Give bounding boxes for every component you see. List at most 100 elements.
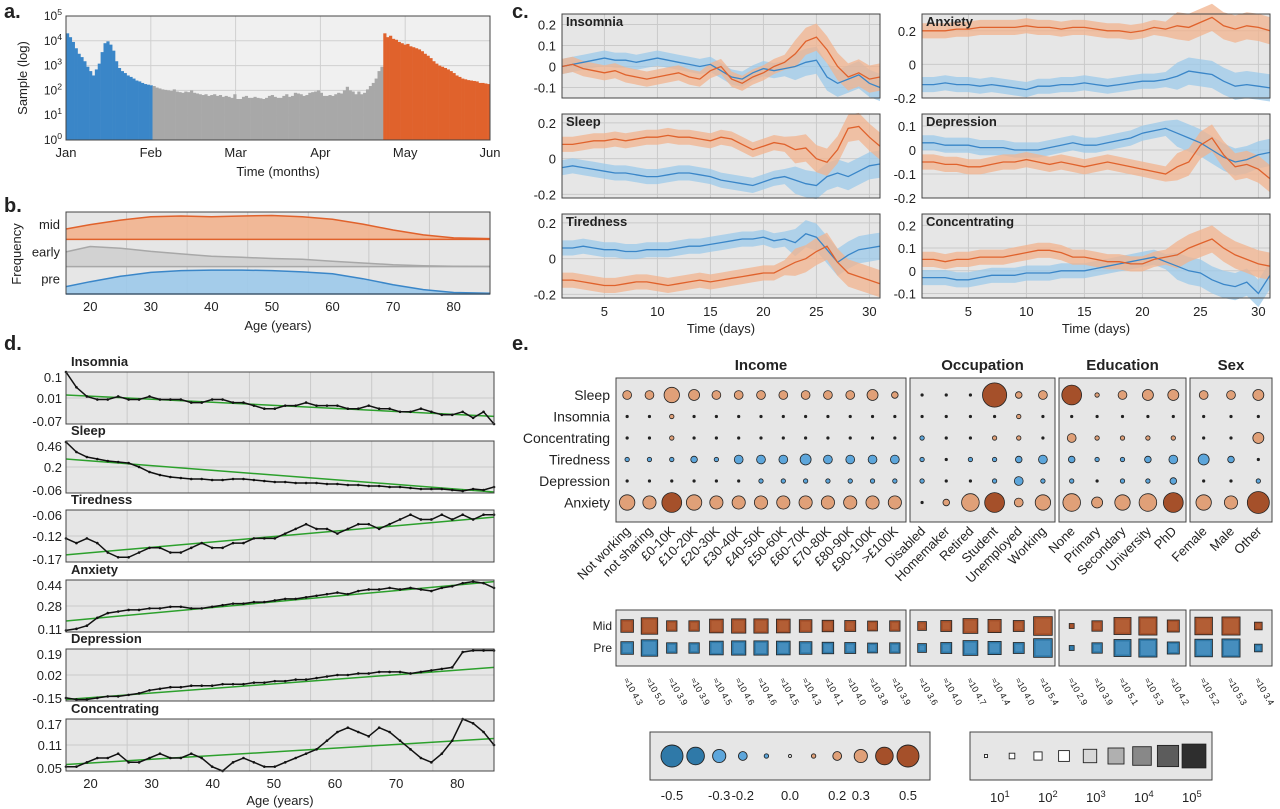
effect-bubble [759, 479, 763, 483]
effect-bubble [1095, 457, 1099, 461]
y-tick-label: 0.11 [38, 738, 62, 753]
data-point [420, 757, 423, 760]
data-point [200, 478, 203, 481]
histogram-bar [450, 71, 453, 140]
histogram-bar [268, 96, 271, 140]
histogram-bar [303, 96, 306, 140]
data-point [284, 532, 287, 535]
data-point [273, 407, 276, 410]
data-point [180, 398, 183, 401]
data-point [190, 607, 193, 610]
effect-bubble [1172, 415, 1174, 417]
data-point [169, 605, 172, 608]
effect-bubble [734, 455, 743, 464]
histogram-bar [75, 48, 78, 140]
sample-size-square-inner [669, 645, 675, 651]
effect-bubble [1224, 496, 1237, 509]
subplot-title: Insomnia [71, 354, 129, 369]
data-point [75, 386, 78, 389]
data-point [399, 739, 402, 742]
data-point [221, 479, 224, 482]
group-title: Education [1086, 357, 1159, 374]
data-point [472, 518, 475, 521]
data-point [388, 587, 391, 590]
effect-bubble [1198, 454, 1209, 465]
data-point [294, 528, 297, 531]
histogram-bar [429, 58, 432, 140]
data-point [148, 395, 151, 398]
data-point [127, 761, 130, 764]
effect-bubble [920, 479, 924, 483]
x-axis-label: Age (years) [244, 318, 311, 333]
data-point [461, 651, 464, 654]
histogram-bar [455, 75, 458, 140]
x-tick-label: 80 [450, 776, 464, 791]
data-point [232, 401, 235, 404]
tick-base: 10 [44, 34, 58, 48]
data-point [180, 686, 183, 689]
data-point [159, 607, 162, 610]
histogram-bar [103, 43, 106, 140]
data-point [409, 410, 412, 413]
histogram-bar [184, 92, 187, 140]
data-point [409, 513, 412, 516]
tick-exponent: 0 [57, 131, 62, 141]
x-tick-label: 50 [267, 776, 281, 791]
x-axis-label: Time (days) [1062, 321, 1130, 336]
legend-bubble [713, 749, 726, 762]
histogram-bar [311, 92, 314, 140]
histogram-bar [406, 44, 409, 140]
histogram-bar [86, 67, 89, 140]
effect-bubble [1118, 391, 1127, 400]
legend-bubble [876, 747, 894, 765]
data-point [315, 404, 318, 407]
histogram-bar [444, 68, 447, 140]
row-label: Pre [593, 641, 612, 655]
subplot-title: Sleep [71, 423, 106, 438]
tick-base: 10 [990, 790, 1004, 805]
effect-bubble [804, 415, 806, 417]
effect-bubble [849, 437, 851, 439]
effect-bubble [648, 437, 650, 439]
sample-size-square-inner [1169, 644, 1177, 652]
data-point [75, 451, 78, 454]
effect-bubble [626, 437, 628, 439]
effect-bubble [757, 391, 766, 400]
x-tick-label: 25 [1193, 304, 1207, 319]
histogram-bar [438, 66, 441, 140]
effect-bubble [1042, 415, 1044, 417]
data-point [305, 401, 308, 404]
sample-size-square-inner [1197, 619, 1211, 633]
effect-bubble [1247, 492, 1269, 514]
histogram-bar [147, 85, 150, 140]
effect-bubble [1014, 477, 1023, 486]
data-point [169, 551, 172, 554]
data-point [315, 748, 318, 751]
x-tick-label: 10 [650, 304, 664, 319]
histogram-bar [124, 73, 127, 140]
histogram-bar [190, 90, 193, 140]
data-point [148, 471, 151, 474]
y-tick-label: 0.2 [898, 218, 916, 233]
effect-bubble [779, 391, 788, 400]
histogram-bar [230, 98, 233, 140]
data-point [253, 601, 256, 604]
effect-bubble [1199, 391, 1208, 400]
effect-bubble [844, 496, 857, 509]
data-point [242, 602, 245, 605]
data-point [106, 398, 109, 401]
sample-size-label: ≈10 4.6 [755, 676, 779, 707]
histogram-bar [288, 97, 291, 140]
effect-bubble [920, 457, 924, 461]
data-point [357, 590, 360, 593]
sample-size-label: ≈10 4.3 [621, 676, 645, 707]
histogram-bar [89, 71, 92, 140]
sample-size-label: ≈10 3.9 [666, 676, 690, 707]
figure: a.b.c.d. e.100101102103104105Jan Feb Mar Apr… [0, 0, 1280, 809]
legend-bubble [687, 747, 705, 765]
histogram-bar [138, 81, 141, 140]
histogram-bar [187, 92, 190, 140]
row-label: Depression [539, 473, 610, 489]
data-point [263, 407, 266, 410]
effect-bubble [824, 391, 833, 400]
